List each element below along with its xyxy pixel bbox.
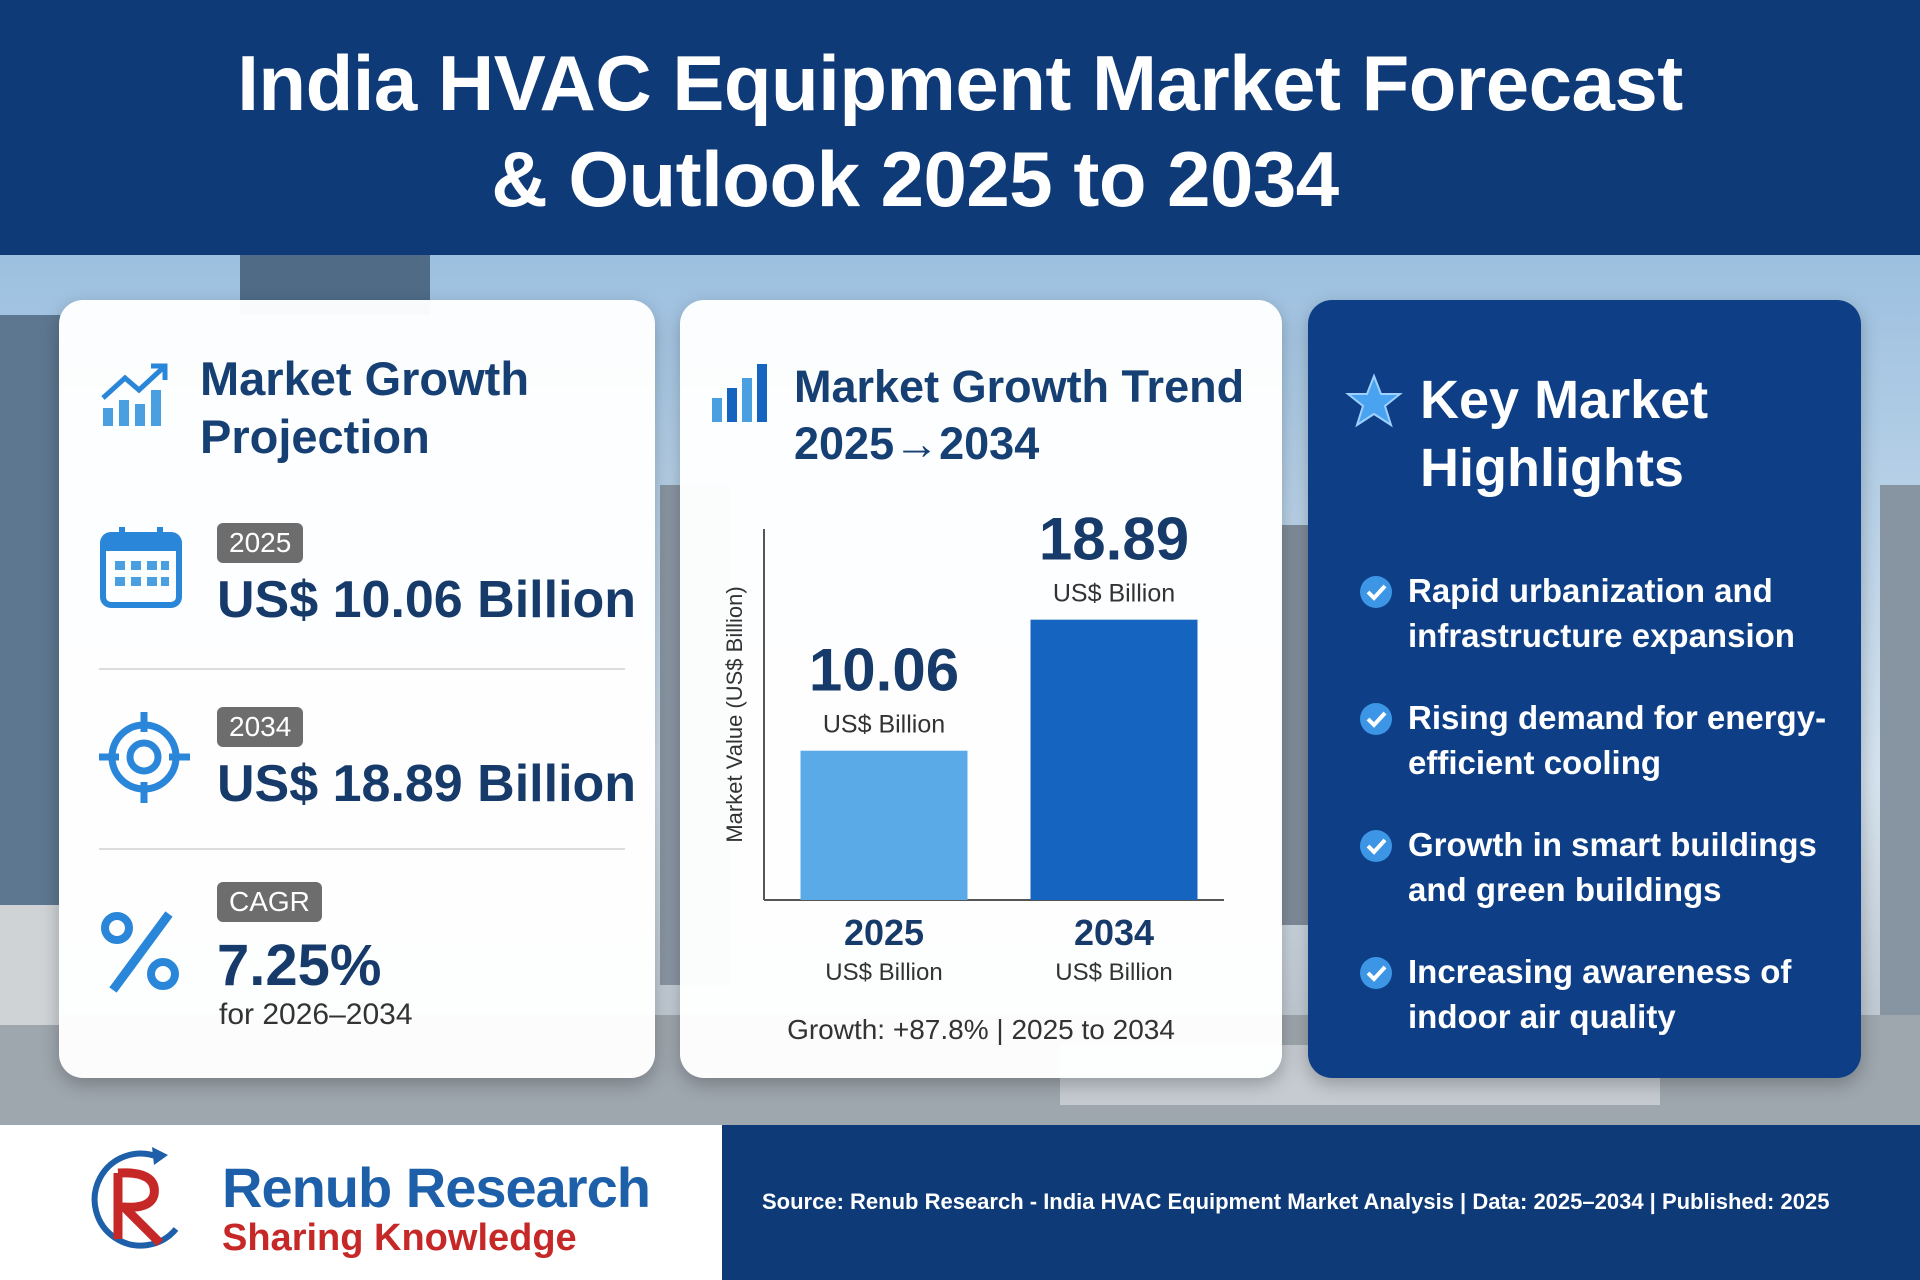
cagr-value: 7.25%: [217, 933, 382, 998]
chart-title: 2025→2034: [794, 418, 1040, 469]
footer-brand: Renub Research Sharing Knowledge: [0, 1125, 722, 1280]
growth-annotation: Growth: +87.8% | 2025 to 2034: [787, 1014, 1175, 1045]
percent-icon: [101, 911, 179, 993]
chart-icon: [712, 364, 767, 422]
chart: Market Value (US$ Billion) 10.06 US$ Billi…: [722, 506, 1224, 1045]
star-icon: [1345, 373, 1403, 428]
check-icon: [1360, 957, 1392, 989]
card-title: Highlights: [1420, 438, 1684, 498]
card-title: Projection: [200, 410, 430, 463]
check-icon: [1360, 703, 1392, 735]
x-tick-label: 2025: [844, 912, 924, 953]
year-badge: 2025: [217, 523, 304, 563]
title-line: India HVAC Equipment Market Forecast: [237, 39, 1683, 127]
value-unit: US$ Billion: [823, 711, 945, 739]
year-badge: 2034: [217, 707, 304, 747]
value-unit: US$ Billion: [1053, 580, 1175, 608]
divider: [99, 848, 625, 850]
cagr-note: for 2026–2034: [219, 998, 413, 1031]
card-title: Market Growth: [200, 352, 530, 405]
bar: [1030, 619, 1198, 900]
projection-card: Market Growth Projection 2025 US$ 10.06 …: [59, 300, 655, 1078]
x-tick-label: 2034: [1074, 912, 1154, 953]
target-icon: [99, 712, 190, 803]
highlight-item: Growth in smart buildings and green buil…: [1408, 826, 1817, 908]
chart-title: Market Growth Trend: [794, 361, 1245, 412]
x-tick-unit: US$ Billion: [825, 959, 942, 986]
check-icon: [1360, 830, 1392, 862]
value-text: US$ 10.06 Billion: [217, 571, 637, 629]
source-text: Source: Renub Research - India HVAC Equi…: [762, 1189, 1830, 1214]
check-icon: [1360, 576, 1392, 608]
brand-name: Renub Research: [222, 1156, 651, 1219]
header: India HVAC Equipment Market Forecast & O…: [0, 0, 1920, 255]
footer-source: Source: Renub Research - India HVAC Equi…: [722, 1125, 1920, 1280]
value-label: 18.89: [1039, 506, 1189, 573]
card-title: Key Market: [1420, 370, 1709, 430]
chart-card: Market Growth Trend 2025→2034 Market Val…: [680, 300, 1282, 1078]
value-text: US$ 18.89 Billion: [217, 755, 637, 813]
highlight-item: Rapid urbanization and infrastructure ex…: [1408, 572, 1795, 654]
logo: [91, 1147, 179, 1249]
x-tick-unit: US$ Billion: [1055, 959, 1172, 986]
highlight-item: Increasing awareness of indoor air quali…: [1408, 953, 1792, 1035]
brand-tagline: Sharing Knowledge: [222, 1217, 577, 1259]
divider: [99, 668, 625, 670]
highlights-card: Key Market Highlights Rapid urbanization…: [1308, 300, 1861, 1078]
highlight-item: Rising demand for energy-efficient cooli…: [1408, 699, 1827, 781]
calendar-icon: [100, 527, 182, 608]
y-axis-label: Market Value (US$ Billion): [722, 586, 747, 842]
bar: [800, 750, 968, 900]
growth-icon: [101, 363, 168, 426]
title-line: & Outlook 2025 to 2034: [491, 135, 1339, 223]
value-label: 10.06: [809, 637, 959, 704]
cagr-badge: CAGR: [217, 882, 322, 922]
